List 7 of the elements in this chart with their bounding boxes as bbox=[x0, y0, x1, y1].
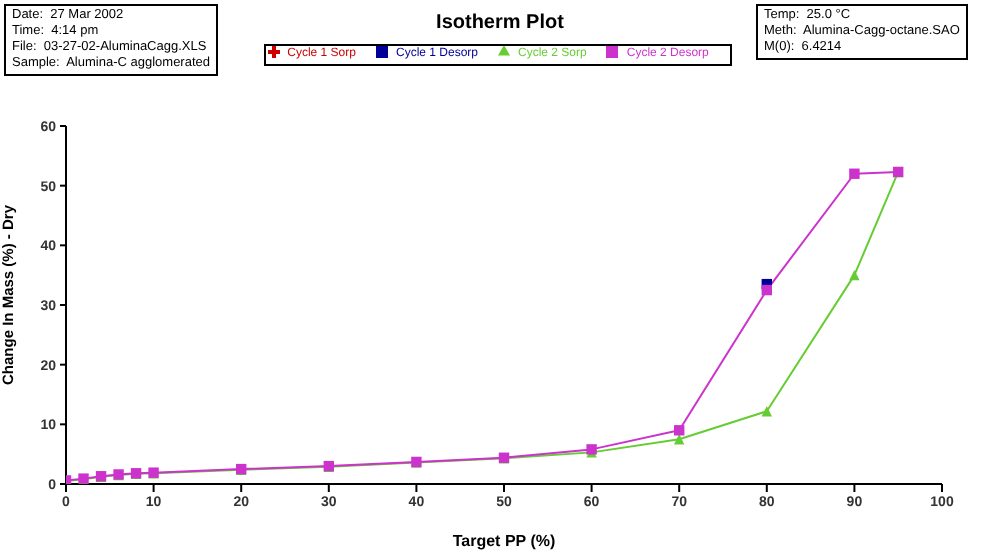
point bbox=[674, 425, 685, 436]
chart-title: Isotherm Plot bbox=[436, 12, 564, 34]
point bbox=[849, 269, 860, 281]
point bbox=[849, 168, 860, 179]
point bbox=[761, 284, 772, 296]
x-axis-title: Target PP (%) bbox=[452, 532, 556, 550]
point bbox=[761, 406, 772, 417]
